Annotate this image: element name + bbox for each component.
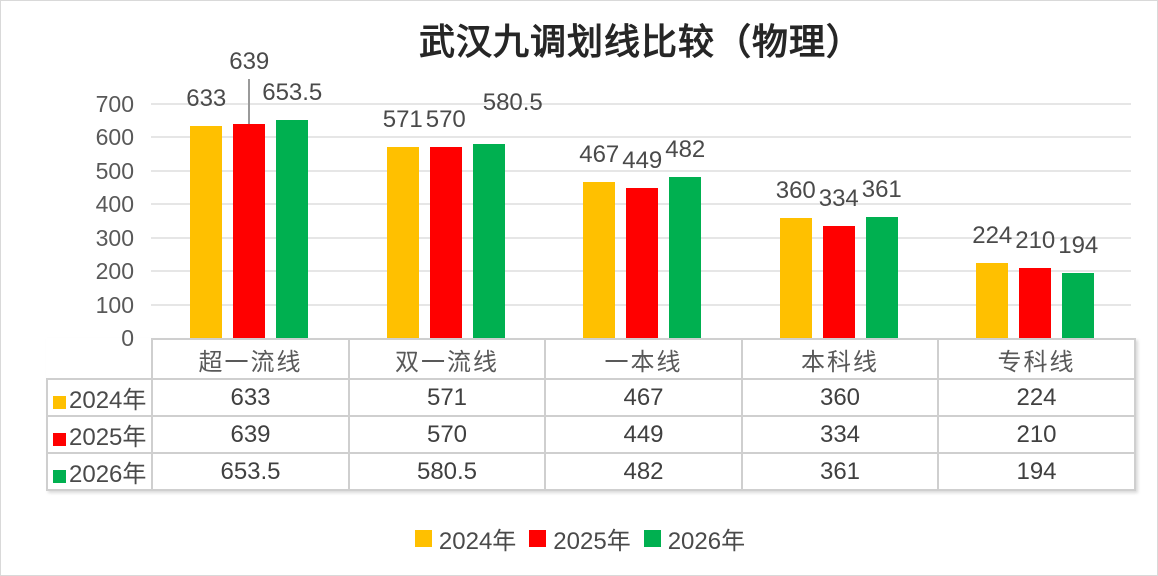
value-cell: 360 bbox=[741, 378, 939, 417]
bar bbox=[669, 176, 702, 338]
y-axis-tick-label: 500 bbox=[95, 157, 134, 184]
series-swatch-icon bbox=[53, 396, 66, 409]
value-cell: 482 bbox=[544, 452, 743, 491]
value-cell: 224 bbox=[937, 378, 1136, 417]
bar-value-label: 210 bbox=[1015, 226, 1056, 254]
value-cell: 334 bbox=[741, 415, 939, 454]
bar bbox=[626, 187, 659, 338]
bar-value-label: 639 bbox=[229, 48, 270, 76]
legend-label: 2024年 bbox=[438, 527, 517, 555]
y-axis-tick-label: 700 bbox=[95, 91, 134, 117]
y-axis-tick-label: 400 bbox=[95, 191, 134, 218]
legend-swatch-icon bbox=[529, 529, 547, 547]
bar-value-label: 482 bbox=[665, 135, 706, 163]
value-cell: 580.5 bbox=[348, 452, 546, 491]
column-header-cell: 超一流线 bbox=[151, 338, 350, 380]
y-axis-tick-label: 600 bbox=[95, 124, 134, 151]
y-axis-tick-label: 300 bbox=[95, 224, 134, 251]
bar-value-label: 449 bbox=[622, 146, 663, 174]
row-header-cell: 2026年 bbox=[46, 452, 153, 491]
y-axis-tick-label: 200 bbox=[95, 258, 134, 285]
bar bbox=[276, 119, 309, 338]
legend-swatch-icon bbox=[414, 529, 432, 547]
bar bbox=[190, 126, 223, 338]
y-axis-tick-label: 0 bbox=[121, 325, 134, 351]
bar bbox=[976, 263, 1009, 338]
bar bbox=[865, 217, 898, 338]
bar-value-label: 570 bbox=[425, 106, 466, 134]
gridline bbox=[151, 103, 1131, 105]
bar bbox=[1062, 273, 1095, 338]
legend-label: 2025年 bbox=[553, 527, 631, 555]
bar bbox=[583, 181, 616, 338]
value-cell: 210 bbox=[937, 415, 1136, 454]
chart-title: 武汉九调划线比较（物理） bbox=[418, 22, 863, 62]
bar-value-label: 334 bbox=[818, 185, 859, 213]
bar bbox=[386, 147, 419, 338]
bar-value-label: 653.5 bbox=[262, 78, 323, 106]
bar-value-label: 224 bbox=[972, 222, 1013, 250]
legend: 2024年 2025年 2026年 bbox=[1, 521, 1157, 556]
value-cell: 653.5 bbox=[151, 452, 350, 491]
series-swatch-icon bbox=[53, 433, 66, 446]
row-header-cell: 2024年 bbox=[46, 378, 153, 417]
bar bbox=[472, 143, 505, 338]
legend-item: 2024年 bbox=[414, 521, 517, 556]
bar-value-label: 467 bbox=[579, 140, 620, 168]
row-header-cell: 2025年 bbox=[46, 415, 153, 454]
value-cell: 639 bbox=[151, 415, 350, 454]
bar-value-label: 571 bbox=[382, 106, 423, 134]
y-axis-tick-label: 100 bbox=[95, 291, 134, 318]
value-cell: 571 bbox=[348, 378, 546, 417]
bar bbox=[779, 217, 812, 338]
series-swatch-icon bbox=[53, 470, 66, 483]
bar-value-label: 361 bbox=[861, 176, 902, 204]
value-cell: 449 bbox=[544, 415, 743, 454]
bar bbox=[429, 147, 462, 338]
table-corner-cell bbox=[47, 339, 152, 379]
bar bbox=[233, 124, 266, 338]
bar-value-label: 360 bbox=[775, 176, 816, 204]
legend-item: 2025年 bbox=[529, 521, 631, 556]
bar-value-label: 580.5 bbox=[482, 88, 543, 116]
column-header-cell: 本科线 bbox=[741, 338, 939, 380]
label-leader-line bbox=[248, 79, 251, 125]
column-header-cell: 双一流线 bbox=[348, 338, 546, 380]
legend-label: 2026年 bbox=[667, 527, 746, 555]
column-header-cell: 一本线 bbox=[544, 338, 743, 380]
gridline bbox=[151, 169, 1131, 172]
value-cell: 570 bbox=[348, 415, 546, 454]
gridline bbox=[151, 136, 1131, 139]
value-cell: 467 bbox=[544, 378, 743, 417]
column-header-cell: 专科线 bbox=[937, 338, 1136, 380]
legend-swatch-icon bbox=[643, 529, 661, 547]
data-table: 超一流线 双一流线 一本线 本科线 专科线 2024年 633 571 467 360 224 20… bbox=[46, 338, 1136, 491]
value-cell: 361 bbox=[741, 452, 939, 491]
bar-value-label: 194 bbox=[1058, 232, 1099, 260]
bar bbox=[1019, 267, 1052, 338]
legend-item: 2026年 bbox=[643, 521, 746, 556]
bar bbox=[822, 226, 855, 338]
bar-value-label: 633 bbox=[186, 85, 227, 113]
value-cell: 633 bbox=[151, 378, 350, 417]
value-cell: 194 bbox=[937, 452, 1136, 491]
